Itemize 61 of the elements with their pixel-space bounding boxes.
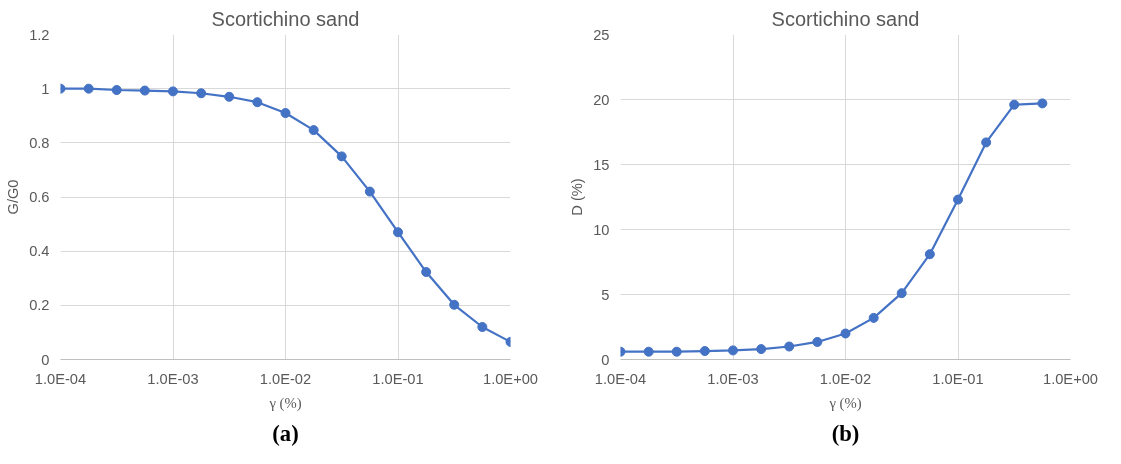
point <box>784 341 795 352</box>
y-tick-label: 0.2 <box>29 297 50 314</box>
point <box>924 249 935 260</box>
y-tick-label: 15 <box>593 156 610 173</box>
point <box>981 137 992 148</box>
point <box>421 267 432 278</box>
point <box>728 345 738 356</box>
point <box>643 346 654 357</box>
point <box>139 85 150 96</box>
y-tick-label: 25 <box>593 26 610 43</box>
x-axis-title: γ (%) <box>268 394 302 412</box>
point <box>699 346 710 357</box>
point <box>111 85 122 96</box>
y-tick-label: 1 <box>41 80 50 97</box>
chart-title: Scortichino sand <box>211 7 360 30</box>
x-axis-title: γ (%) <box>828 394 862 412</box>
point <box>364 186 375 197</box>
point <box>336 151 347 162</box>
x-tick-label: 1.0E-03 <box>147 370 199 387</box>
x-tick-label: 1.0E-02 <box>819 370 872 387</box>
x-tick-label: 1.0E-03 <box>707 370 759 387</box>
point <box>168 86 178 97</box>
y-tick-label: 10 <box>593 221 610 238</box>
point <box>83 83 94 94</box>
x-tick-label: 1.0E-02 <box>259 370 312 387</box>
point <box>868 312 879 323</box>
point <box>477 322 488 332</box>
y-tick-label: 5 <box>601 286 610 303</box>
y-axis-title: G/G0 <box>5 179 22 215</box>
point <box>896 288 907 299</box>
point <box>671 346 682 357</box>
point <box>756 344 767 355</box>
point <box>1037 98 1048 109</box>
x-tick-label: 1.0E-04 <box>34 370 87 387</box>
y-tick-label: 0.4 <box>29 243 50 260</box>
y-axis-title: D (%) <box>569 178 586 216</box>
chart-title: Scortichino sand <box>771 7 920 30</box>
text: (a) <box>272 420 299 446</box>
point <box>449 299 460 310</box>
point <box>196 88 207 99</box>
x-tick-label: 1.0E-04 <box>594 370 647 387</box>
y-tick-label: 0 <box>41 351 50 368</box>
y-tick-label: 0.8 <box>29 134 50 151</box>
y-tick-label: 20 <box>593 91 610 108</box>
point <box>308 125 319 136</box>
point <box>252 97 263 108</box>
y-tick-label: 0 <box>601 351 610 368</box>
x-tick-label: 1.0E-01 <box>372 370 424 387</box>
y-tick-label: 1.2 <box>29 26 50 43</box>
point <box>812 336 823 347</box>
point <box>1009 99 1020 110</box>
point <box>840 328 851 339</box>
text: (b) <box>831 420 860 446</box>
x-tick-label: 1.0E+00 <box>482 370 539 387</box>
point <box>953 194 963 205</box>
x-tick-label: 1.0E-01 <box>932 370 984 387</box>
x-tick-label: 1.0E+00 <box>1042 370 1099 387</box>
point <box>393 227 403 238</box>
point <box>224 91 235 102</box>
y-tick-label: 0.6 <box>29 189 50 205</box>
point <box>280 108 291 119</box>
